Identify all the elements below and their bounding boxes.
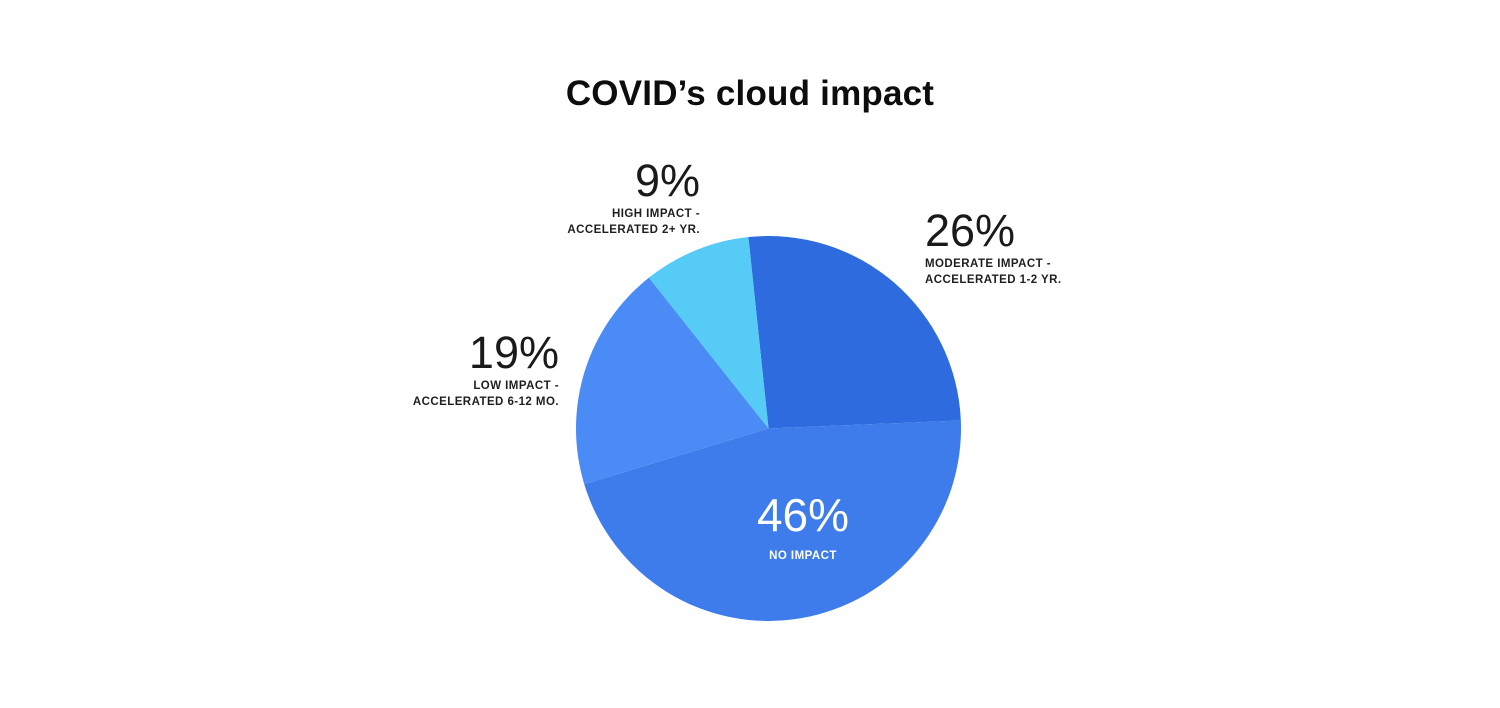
moderate-impact-percentage: 26% bbox=[925, 205, 1016, 256]
moderate-impact-label-line-2: ACCELERATED 1-2 YR. bbox=[925, 274, 1062, 286]
low-impact-percentage: 19% bbox=[468, 327, 559, 378]
pie-label-high-impact: 9% HIGH IMPACT - ACCELERATED 2+ YR. bbox=[567, 156, 700, 238]
no-impact-percentage: 46% bbox=[756, 489, 850, 541]
high-impact-label-line-2: ACCELERATED 2+ YR. bbox=[567, 224, 700, 236]
pie-slice-high-impact bbox=[648, 237, 769, 429]
pie-slice-no-impact bbox=[584, 420, 961, 621]
chart-title: COVID’s cloud impact bbox=[565, 74, 935, 113]
pie-slice-moderate-impact bbox=[748, 236, 961, 429]
pie-chart bbox=[576, 236, 961, 621]
pie-label-moderate-impact: 26% MODERATE IMPACT - ACCELERATED 1-2 YR… bbox=[925, 206, 1062, 288]
low-impact-label-line-2: ACCELERATED 6-12 MO. bbox=[412, 396, 559, 408]
pie-slice-low-impact bbox=[576, 277, 769, 485]
pie-label-no-impact: 46% NO IMPACT bbox=[678, 490, 928, 564]
no-impact-label-line-1: NO IMPACT bbox=[769, 550, 837, 562]
high-impact-percentage: 9% bbox=[634, 155, 700, 206]
pie-label-low-impact: 19% LOW IMPACT - ACCELERATED 6-12 MO. bbox=[413, 328, 559, 410]
high-impact-label-line-1: HIGH IMPACT - bbox=[611, 208, 700, 220]
low-impact-label-line-1: LOW IMPACT - bbox=[473, 380, 559, 392]
moderate-impact-label-line-1: MODERATE IMPACT - bbox=[925, 258, 1052, 270]
